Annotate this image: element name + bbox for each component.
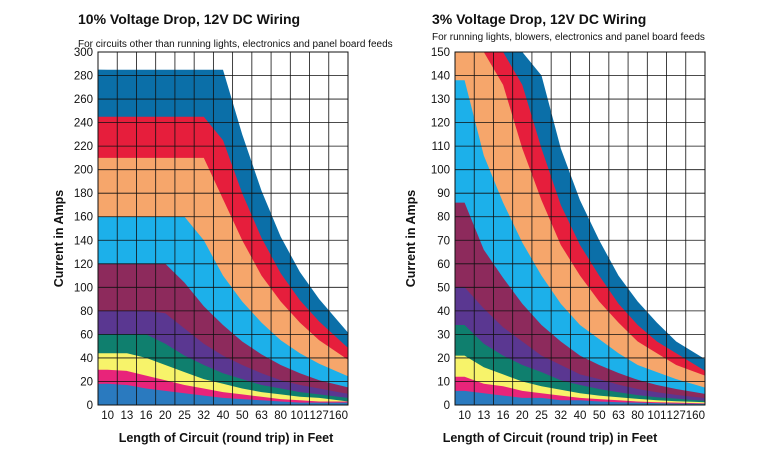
- y-axis-label: Current in Amps: [404, 190, 418, 288]
- band-1: [455, 390, 705, 405]
- y-tick-label: 300: [74, 47, 93, 59]
- x-tick-label: 80: [274, 410, 287, 422]
- y-tick-label: 200: [74, 165, 93, 177]
- x-tick-label: 10: [458, 410, 471, 422]
- y-tick-label: 120: [74, 259, 93, 271]
- x-axis-label: Length of Circuit (round trip) in Feet: [119, 431, 334, 445]
- y-tick-label: 40: [80, 353, 93, 365]
- chart-3-percent: 3% Voltage Drop, 12V DC Wiring For runnin…: [404, 11, 706, 445]
- chart-title: 3% Voltage Drop, 12V DC Wiring: [432, 11, 646, 27]
- x-tick-label: 80: [631, 410, 644, 422]
- y-tick-label: 100: [431, 165, 450, 177]
- y-tick-label: 0: [87, 400, 93, 412]
- x-tick-label: 101: [647, 410, 666, 422]
- y-tick-label: 80: [437, 212, 450, 224]
- x-tick-label: 127: [310, 410, 329, 422]
- x-tick-label: 16: [497, 410, 510, 422]
- x-tick-label: 20: [516, 410, 529, 422]
- x-tick-label: 25: [535, 410, 548, 422]
- y-tick-label: 110: [432, 141, 450, 153]
- plot-frame: [454, 51, 706, 406]
- plot-area: [455, 52, 705, 405]
- y-tick-label: 40: [437, 306, 450, 318]
- y-tick-label: 120: [431, 118, 450, 130]
- y-tick-label: 80: [80, 306, 93, 318]
- x-tick-label: 63: [612, 410, 625, 422]
- y-tick-label: 0: [444, 400, 450, 412]
- y-tick-label: 90: [437, 188, 450, 200]
- y-tick-label: 140: [74, 235, 93, 247]
- x-tick-label: 63: [255, 410, 268, 422]
- x-tick-label: 10: [101, 410, 114, 422]
- y-tick-label: 60: [80, 329, 93, 341]
- y-tick-label: 50: [437, 282, 450, 294]
- y-tick-label: 180: [74, 188, 93, 200]
- y-tick-label: 30: [437, 329, 450, 341]
- y-tick-label: 280: [74, 71, 93, 83]
- y-tick-label: 70: [437, 235, 450, 247]
- x-tick-label: 160: [686, 410, 705, 422]
- x-tick-label: 127: [667, 410, 686, 422]
- plot-area: [98, 69, 348, 405]
- x-tick-label: 32: [554, 410, 567, 422]
- y-tick-label: 240: [74, 118, 93, 130]
- y-tick-label: 260: [74, 94, 93, 106]
- chart-subtitle: For circuits other than running lights, …: [78, 39, 393, 50]
- y-tick-label: 160: [74, 212, 93, 224]
- x-tick-label: 40: [217, 410, 230, 422]
- y-tick-label: 130: [431, 94, 450, 106]
- band-1: [98, 383, 348, 405]
- x-axis-label: Length of Circuit (round trip) in Feet: [443, 431, 658, 445]
- x-tick-label: 13: [477, 410, 490, 422]
- chart-subtitle: For running lights, blowers, electronics…: [432, 32, 705, 43]
- y-tick-label: 20: [80, 376, 93, 388]
- x-tick-label: 32: [197, 410, 210, 422]
- x-tick-label: 50: [593, 410, 606, 422]
- x-tick-label: 25: [178, 410, 191, 422]
- plot-frame: [97, 51, 349, 406]
- x-tick-label: 40: [574, 410, 587, 422]
- x-tick-label: 20: [159, 410, 172, 422]
- x-tick-label: 16: [140, 410, 153, 422]
- y-tick-label: 60: [437, 259, 450, 271]
- chart-title: 10% Voltage Drop, 12V DC Wiring: [78, 11, 300, 27]
- y-axis-label: Current in Amps: [52, 190, 66, 288]
- y-tick-label: 220: [74, 141, 93, 153]
- x-tick-label: 50: [236, 410, 249, 422]
- y-tick-label: 100: [74, 282, 93, 294]
- chart-10-percent: 10% Voltage Drop, 12V DC Wiring For circu…: [52, 11, 393, 445]
- y-tick-label: 20: [437, 353, 450, 365]
- y-tick-label: 150: [431, 47, 450, 59]
- y-tick-label: 10: [437, 376, 450, 388]
- x-tick-label: 160: [329, 410, 348, 422]
- y-tick-label: 140: [431, 71, 450, 83]
- x-tick-label: 101: [290, 410, 309, 422]
- grid: [97, 51, 349, 406]
- grid: [454, 51, 706, 406]
- x-tick-label: 13: [120, 410, 133, 422]
